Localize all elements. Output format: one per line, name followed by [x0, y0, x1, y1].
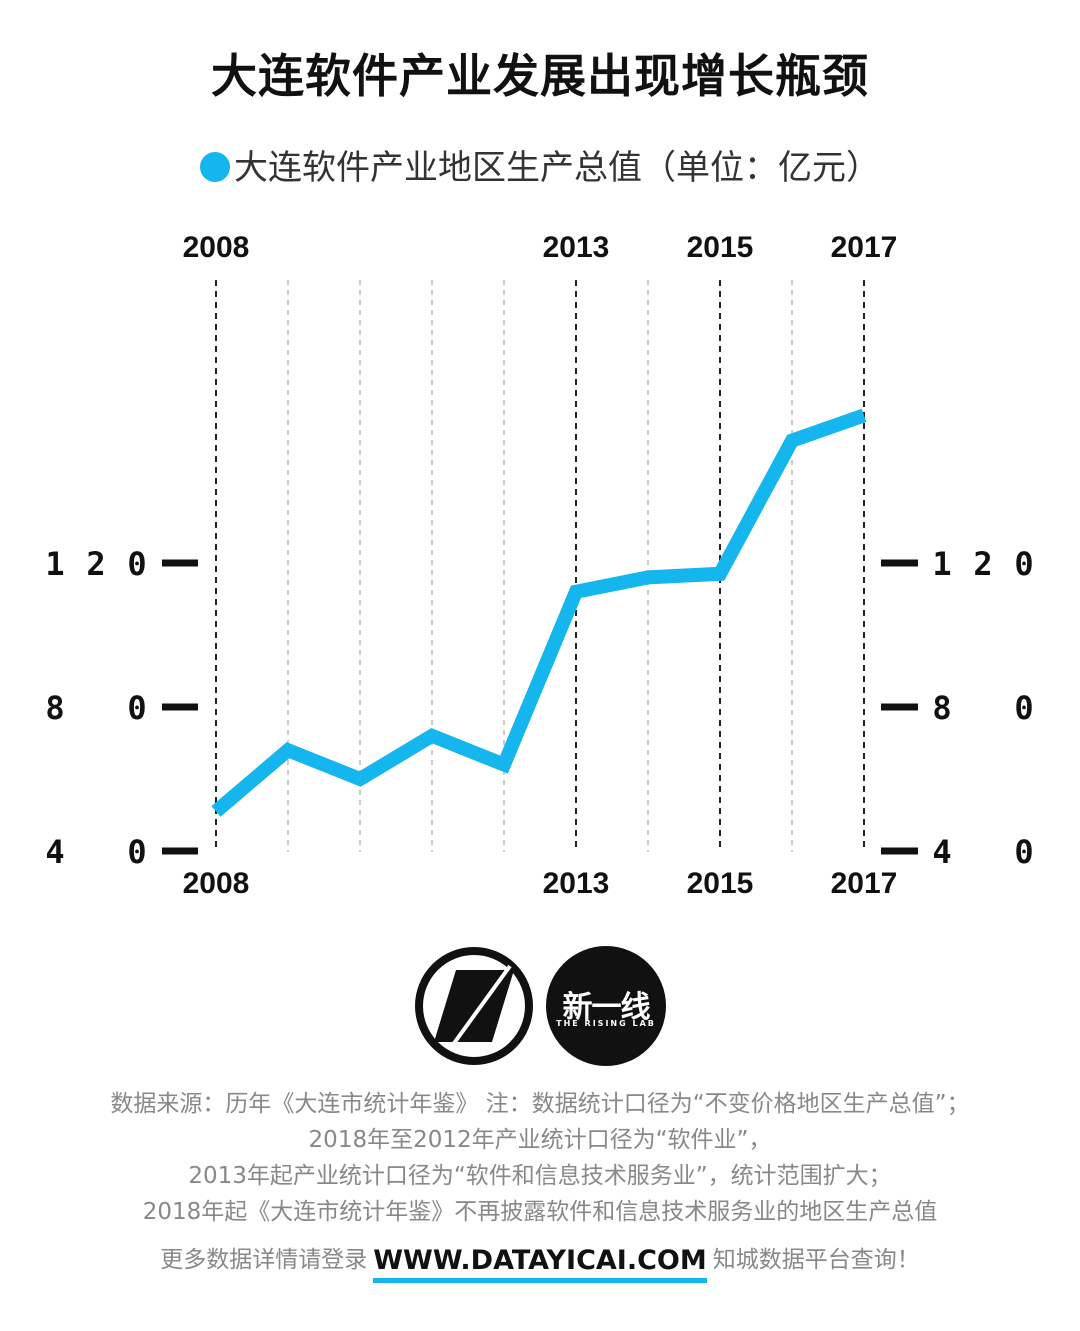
source-notes: 数据来源：历年《大连市统计年鉴》 注：数据统计口径为“不变价格地区生产总值”； … — [0, 1086, 1080, 1230]
y-axes: 40 40 80 80 120 120 — [45, 545, 1033, 871]
note-line: 2018年起《大连市统计年鉴》不再披露软件和信息技术服务业的地区生产总值 — [142, 1199, 938, 1225]
year-label-bottom: 2015 — [687, 867, 754, 900]
footer-suffix: 知城数据平台查询！ — [712, 1247, 920, 1273]
note-line: 数据来源：历年《大连市统计年鉴》 注：数据统计口径为“不变价格地区生产总值”； — [110, 1091, 970, 1117]
yicai-logo-icon — [415, 947, 533, 1065]
year-labels: 2008 2008 2013 2013 2015 2015 2017 2017 — [183, 231, 898, 900]
y-tick-label-right: 80 — [932, 689, 1033, 727]
legend-dot-icon — [200, 152, 230, 182]
legend: 大连软件产业地区生产总值（单位：亿元） — [0, 140, 1080, 189]
series-layer — [211, 408, 867, 817]
y-tick-label-left: 80 — [45, 689, 146, 727]
y-tick-label-right: 40 — [932, 833, 1033, 871]
footer-prefix: 更多数据详情请登录 — [160, 1247, 368, 1273]
y-tick-label-left: 40 — [45, 833, 146, 871]
rising-lab-logo: 新一线 THE RISING LAB — [546, 946, 666, 1066]
logos: 新一线 THE RISING LAB — [0, 946, 1080, 1066]
year-label-top: 2013 — [543, 231, 610, 264]
chart-title: 大连软件产业发展出现增长瓶颈 — [211, 49, 869, 103]
logo-name-cn: 新一线 — [562, 990, 651, 1025]
year-label-bottom: 2008 — [183, 867, 250, 900]
note-line: 2013年起产业统计口径为“软件和信息技术服务业”，统计范围扩大； — [188, 1163, 892, 1189]
year-label-bottom: 2017 — [831, 867, 898, 900]
year-label-top: 2015 — [687, 231, 754, 264]
footer: 更多数据详情请登录 WWW.DATAYICAI.COM 知城数据平台查询！ — [0, 1240, 1080, 1283]
series-line — [211, 408, 867, 817]
footer-url-link[interactable]: WWW.DATAYICAI.COM — [373, 1245, 707, 1283]
year-label-top: 2008 — [183, 231, 250, 264]
y-tick-label-right: 120 — [932, 545, 1033, 583]
y-tick-label-left: 120 — [45, 545, 146, 583]
note-line: 2018年至2012年产业统计口径为“软件业”， — [308, 1127, 772, 1153]
year-label-bottom: 2013 — [543, 867, 610, 900]
year-label-top: 2017 — [831, 231, 898, 264]
legend-label: 大连软件产业地区生产总值（单位：亿元） — [234, 148, 880, 188]
logo-name-en: THE RISING LAB — [556, 1019, 656, 1028]
